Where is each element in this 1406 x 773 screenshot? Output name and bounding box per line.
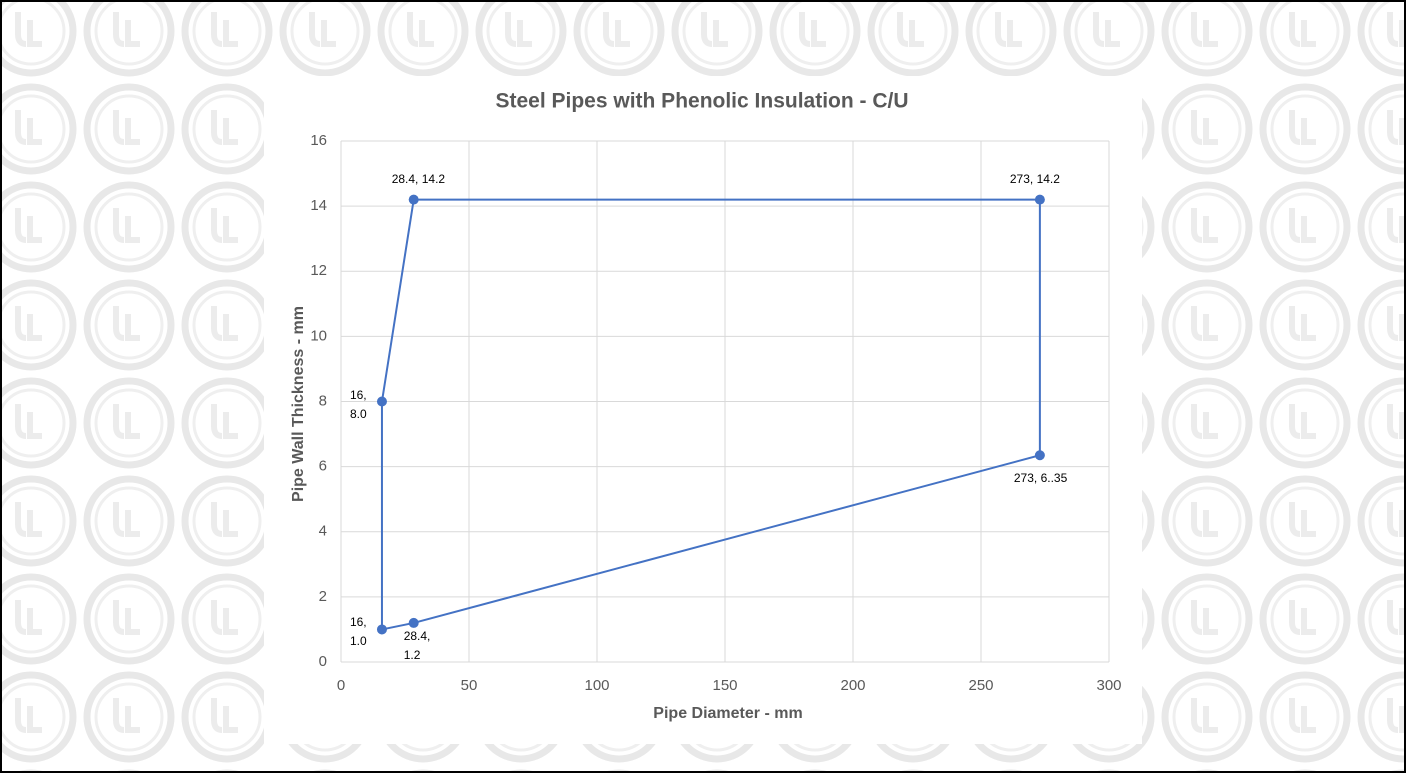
y-tick-label: 2 <box>319 588 327 605</box>
data-label: 16, 1.0 <box>349 615 367 649</box>
x-tick-label: 0 <box>337 677 345 694</box>
y-tick-label: 12 <box>310 262 327 279</box>
data-label: 273, 6..35 <box>1013 471 1068 486</box>
x-tick-label: 100 <box>584 677 609 694</box>
y-tick-label: 0 <box>319 653 327 670</box>
x-tick-label: 150 <box>712 677 737 694</box>
data-label: 16, 8.0 <box>349 387 367 421</box>
data-label: 28.4, 1.2 <box>403 628 431 662</box>
chart-area <box>264 76 1142 744</box>
data-label: 28.4, 14.2 <box>391 171 446 186</box>
data-point <box>408 617 419 628</box>
x-tick-label: 250 <box>968 677 993 694</box>
x-tick-label: 300 <box>1096 677 1121 694</box>
y-tick-label: 4 <box>319 523 327 540</box>
y-tick-label: 6 <box>319 458 327 475</box>
data-point <box>408 194 419 205</box>
data-point <box>1034 194 1045 205</box>
y-tick-label: 16 <box>310 132 327 149</box>
data-point <box>1034 450 1045 461</box>
y-axis-label: Pipe Wall Thickness - mm <box>290 306 307 502</box>
y-tick-label: 14 <box>310 197 327 214</box>
y-tick-label: 8 <box>319 392 327 409</box>
data-point <box>376 624 387 635</box>
x-tick-label: 50 <box>461 677 478 694</box>
data-label: 273, 14.2 <box>1009 171 1060 186</box>
x-axis-label: Pipe Diameter - mm <box>653 705 802 722</box>
chart-title: Steel Pipes with Phenolic Insulation - C… <box>495 90 908 113</box>
y-tick-label: 10 <box>310 327 327 344</box>
x-tick-label: 200 <box>840 677 865 694</box>
data-point <box>376 396 387 407</box>
